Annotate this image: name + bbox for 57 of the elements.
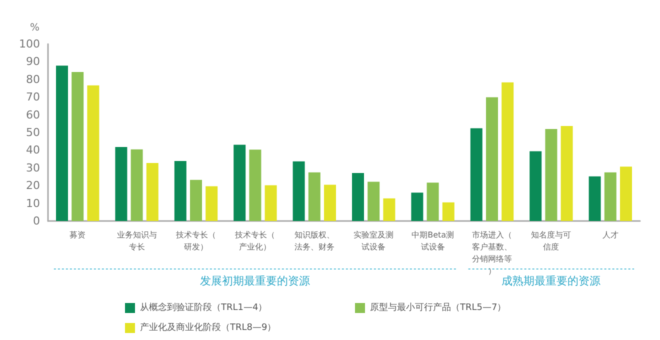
bar xyxy=(308,172,320,221)
bar xyxy=(264,185,277,221)
bar xyxy=(352,173,364,221)
bar xyxy=(545,128,558,221)
bar xyxy=(324,184,336,221)
bar xyxy=(502,82,514,221)
bar xyxy=(190,180,202,221)
bar xyxy=(604,172,616,221)
y-tick-label: 90 xyxy=(26,55,40,68)
bar xyxy=(146,162,158,221)
bar xyxy=(620,166,632,221)
bar xyxy=(588,176,601,221)
x-tick-label: 人才 xyxy=(602,230,618,240)
bar xyxy=(470,128,482,221)
x-tick-label: 业务知识与专长 xyxy=(116,230,157,252)
text: 发展初期最重要的资源 xyxy=(200,274,310,288)
legend-label: 原型与最小可行产品（TRL5—7） xyxy=(370,302,506,313)
bar xyxy=(530,151,542,221)
y-tick-label: 0 xyxy=(33,214,40,228)
x-tick-label: 募资 xyxy=(70,230,86,240)
legend-label: 从概念到验证阶段（TRL1—4） xyxy=(140,302,268,313)
bar xyxy=(87,85,100,221)
legend-label: 产业化及商业化阶段（TRL8—9） xyxy=(140,322,276,333)
bar xyxy=(292,161,305,221)
bar xyxy=(249,150,262,221)
x-tick-label: 市场进入（客户基数、分销网络等） xyxy=(472,230,512,276)
bar xyxy=(442,202,454,221)
bar xyxy=(234,144,246,221)
bar xyxy=(206,186,218,221)
x-tick-label: 技术专长（产业化） xyxy=(234,230,276,252)
bar xyxy=(56,66,68,221)
y-tick-label: 50 xyxy=(26,126,40,139)
y-tick-label: 80 xyxy=(26,72,40,86)
bar xyxy=(368,182,380,221)
y-tick-label: 70 xyxy=(26,90,40,104)
bar xyxy=(115,147,128,221)
x-tick-label: 技术专长（研发） xyxy=(175,230,216,252)
bar xyxy=(383,198,396,221)
y-tick-label: 10 xyxy=(26,196,40,210)
y-tick-label: 30 xyxy=(26,161,40,174)
y-tick-label: 20 xyxy=(26,179,40,192)
text: 成熟期最重要的资源 xyxy=(502,274,601,288)
bar xyxy=(560,126,573,221)
x-tick-label: 知名度与可信度 xyxy=(531,230,572,252)
y-tick-label: 40 xyxy=(26,144,40,157)
bar xyxy=(426,182,439,221)
y-tick-label: 100 xyxy=(19,38,40,50)
y-tick-label: 60 xyxy=(26,108,40,122)
x-tick-label: 中期Beta测试设备 xyxy=(412,230,454,252)
y-axis-title: % xyxy=(30,22,40,34)
x-tick-label: 知识版权、法务、财务 xyxy=(294,230,334,252)
bar xyxy=(72,72,84,221)
bar xyxy=(130,149,143,221)
bar xyxy=(411,192,424,221)
x-tick-label: 实验室及测试设备 xyxy=(354,230,394,252)
bar xyxy=(174,160,186,221)
bar xyxy=(486,97,498,221)
